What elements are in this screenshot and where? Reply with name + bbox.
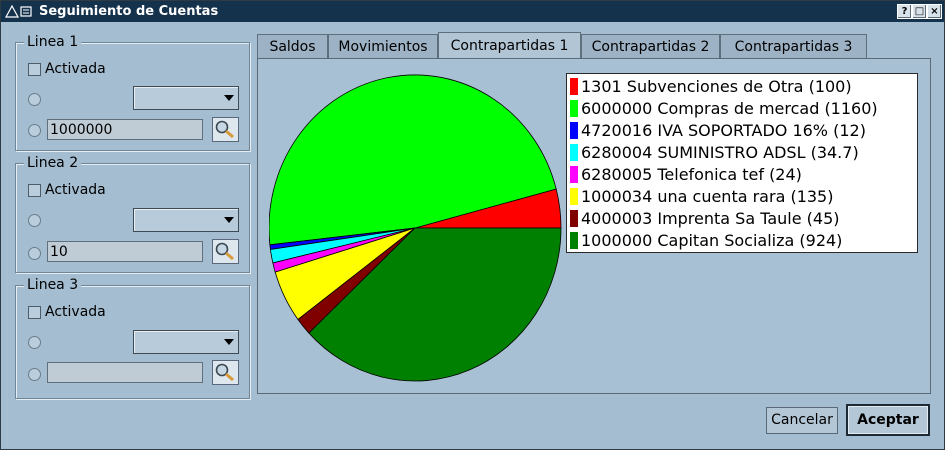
line-3-field-radio[interactable]: [28, 368, 41, 381]
legend-item: 1000034 una cuenta rara (135): [570, 187, 833, 208]
pie-slice-7: [308, 227, 562, 382]
legend-label: 6280004 SUMINISTRO ADSL (34.7): [581, 143, 859, 162]
search-icon: [215, 120, 234, 139]
legend-item: 6280005 Telefonica tef (24): [570, 165, 802, 186]
tab-contrapartidas-3[interactable]: Contrapartidas 3: [720, 34, 867, 58]
tab-contrapartidas-1[interactable]: Contrapartidas 1: [438, 32, 581, 59]
legend-swatch: [570, 166, 578, 183]
line-3-activated-label: Activada: [45, 304, 106, 320]
legend-swatch: [570, 122, 578, 139]
line-1-activated-label: Activada: [45, 61, 106, 77]
legend-item: 1301 Subvenciones de Otra (100): [570, 77, 852, 98]
line-1-combo-radio[interactable]: [28, 93, 41, 106]
line-2-account-input[interactable]: 10: [47, 241, 203, 262]
legend-label: 4720016 IVA SOPORTADO 16% (12): [581, 121, 866, 140]
search-icon: [215, 242, 234, 261]
chevron-down-icon: [224, 217, 234, 223]
title-bar[interactable]: Seguimiento de Cuentas ? □ ×: [1, 1, 944, 22]
search-icon: [215, 363, 234, 382]
line-1-search-button[interactable]: [212, 117, 239, 142]
line-2-field-radio[interactable]: [28, 247, 41, 260]
pie-chart: [269, 74, 562, 382]
line-3-search-button[interactable]: [212, 360, 239, 385]
legend-swatch: [570, 210, 578, 227]
close-button[interactable]: ×: [927, 4, 942, 19]
accept-button[interactable]: Aceptar: [846, 404, 930, 436]
legend-item: 1000000 Capitan Socializa (924): [570, 231, 842, 252]
line-2-group: Linea 2 Activada 10: [15, 155, 250, 273]
legend-item: 6280004 SUMINISTRO ADSL (34.7): [570, 143, 859, 164]
line-1-group: Linea 1 Activada 1000000: [15, 34, 250, 151]
legend-label: 1000034 una cuenta rara (135): [581, 187, 834, 206]
tab-movimientos[interactable]: Movimientos: [328, 34, 438, 58]
line-1-account-input[interactable]: 1000000: [47, 119, 203, 140]
legend-swatch: [570, 144, 578, 161]
chevron-down-icon: [224, 339, 234, 345]
cancel-button[interactable]: Cancelar: [766, 407, 838, 434]
maximize-button[interactable]: □: [912, 4, 927, 19]
tab-saldos[interactable]: Saldos: [257, 34, 328, 58]
legend-swatch: [570, 188, 578, 205]
line-3-activated-checkbox[interactable]: [28, 306, 41, 319]
legend-label: 4000003 Imprenta Sa Taule (45): [581, 209, 840, 228]
app-logo-icon[interactable]: [4, 4, 34, 19]
legend-label: 1000000 Capitan Socializa (924): [581, 231, 843, 250]
line-2-combo-radio[interactable]: [28, 214, 41, 227]
line-3-combo-radio[interactable]: [28, 336, 41, 349]
line-1-title: Linea 1: [24, 34, 82, 50]
line-3-select[interactable]: [133, 330, 239, 354]
line-2-title: Linea 2: [24, 155, 82, 171]
legend-item: 4720016 IVA SOPORTADO 16% (12): [570, 121, 866, 142]
line-2-select[interactable]: [133, 208, 239, 232]
line-1-select[interactable]: [133, 86, 239, 110]
tab-contrapartidas-2[interactable]: Contrapartidas 2: [581, 34, 720, 58]
pie-slice-1: [269, 74, 557, 246]
legend-swatch: [570, 232, 578, 249]
legend-label: 1301 Subvenciones de Otra (100): [581, 77, 852, 96]
line-2-activated-checkbox[interactable]: [28, 184, 41, 197]
legend-swatch: [570, 100, 578, 117]
line-3-account-input[interactable]: [47, 362, 203, 383]
line-3-group: Linea 3 Activada: [15, 277, 250, 399]
legend-label: 6000000 Compras de mercad (1160): [581, 99, 878, 118]
help-button[interactable]: ?: [897, 4, 912, 19]
window-title: Seguimiento de Cuentas: [39, 4, 219, 19]
line-1-field-radio[interactable]: [28, 124, 41, 137]
legend-label: 6280005 Telefonica tef (24): [581, 165, 802, 184]
chart-legend: 1301 Subvenciones de Otra (100) 6000000 C…: [566, 73, 918, 253]
legend-item: 6000000 Compras de mercad (1160): [570, 99, 878, 120]
legend-item: 4000003 Imprenta Sa Taule (45): [570, 209, 840, 230]
legend-swatch: [570, 78, 578, 95]
chevron-down-icon: [224, 95, 234, 101]
line-1-activated-checkbox[interactable]: [28, 63, 41, 76]
line-2-search-button[interactable]: [212, 239, 239, 264]
line-3-title: Linea 3: [24, 277, 82, 293]
line-2-activated-label: Activada: [45, 182, 106, 198]
